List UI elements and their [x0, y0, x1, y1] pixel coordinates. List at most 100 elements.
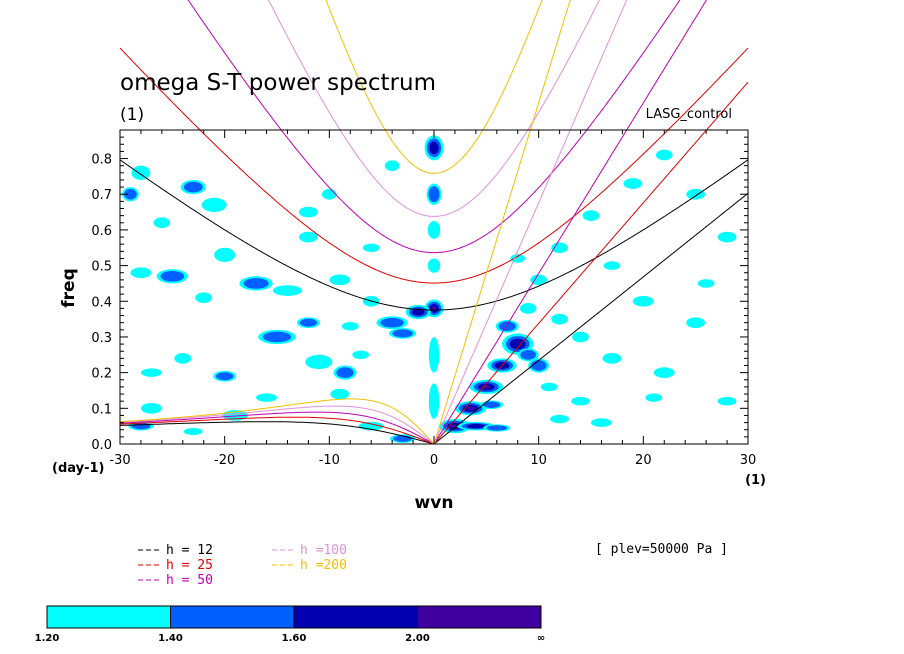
svg-text:h =100: h =100	[300, 543, 347, 558]
contour-blob	[602, 353, 622, 364]
legend-item-h50: h = 50	[138, 573, 213, 588]
contour-blob	[480, 400, 504, 410]
contour-blob	[140, 402, 162, 414]
contour-blob	[213, 370, 237, 382]
contour-blob	[183, 427, 203, 436]
contour-blob	[572, 331, 589, 343]
colorbar-swatch	[46, 605, 171, 629]
contour-blob	[591, 418, 612, 427]
contour-blob	[528, 358, 550, 373]
contour-blob	[239, 276, 273, 291]
contour-blob	[427, 220, 441, 239]
x-tick-label: -10	[319, 453, 340, 468]
colorbar-level-label: 1.60	[282, 633, 307, 644]
colorbar-level-label: 1.20	[35, 633, 60, 644]
y-axis-label: freq	[59, 268, 79, 307]
contour-blob	[388, 328, 417, 339]
contour-blob	[384, 160, 400, 172]
contour-blob	[551, 242, 568, 254]
x-tick-label: -30	[109, 453, 130, 468]
svg-text:h = 25: h = 25	[166, 558, 213, 573]
x-unit-label: (1)	[745, 473, 766, 488]
colorbar-swatch	[170, 605, 295, 629]
contour-blob	[214, 247, 236, 263]
legend-item-h200: h =200	[272, 558, 347, 573]
contour-blob	[582, 210, 600, 221]
contour-blob	[376, 316, 408, 330]
dispersion-curve-h50	[119, 0, 708, 445]
contour-blob	[322, 188, 337, 200]
contour-blob	[495, 319, 519, 333]
contour-blob	[623, 178, 643, 189]
chart-subtitle: (1)	[120, 105, 144, 125]
contour-blob	[655, 149, 673, 161]
contour-blob	[519, 303, 537, 314]
contour-blob	[426, 183, 442, 205]
colorbar-level-label: 1.40	[158, 633, 183, 644]
contour-blob	[686, 317, 706, 329]
svg-text:h =200: h =200	[300, 558, 347, 573]
contour-blob	[156, 269, 189, 284]
y-tick-label: 0.1	[91, 402, 112, 417]
colorbar: 1.20 1.40 1.60 2.00 ∞	[35, 605, 545, 644]
contour-blob	[329, 274, 351, 286]
contour-blob	[551, 313, 568, 325]
x-tick-label: 20	[635, 453, 652, 468]
contour-blob	[645, 393, 663, 402]
y-tick-label: 0.0	[91, 438, 112, 453]
legend-item-h25: h = 25	[138, 558, 213, 573]
contour-blob	[195, 292, 213, 304]
contour-blob	[653, 367, 675, 378]
contour-blob	[256, 393, 277, 402]
colorbar-swatch	[293, 605, 418, 629]
contour-blob	[153, 217, 171, 229]
contour-blob	[517, 348, 539, 362]
y-unit-label: (day-1)	[52, 461, 104, 476]
contour-blob	[405, 304, 431, 320]
y-tick-label: 0.7	[91, 188, 112, 203]
contour-blob	[122, 187, 139, 202]
colorbar-level-label: ∞	[537, 633, 545, 644]
y-tick-label: 0.8	[91, 153, 112, 168]
legend-item-h12: h = 12	[138, 543, 213, 558]
contour-blob	[305, 354, 333, 370]
contour-blob	[201, 197, 227, 213]
contour-blob	[140, 368, 162, 377]
dispersion-curve-h200	[119, 0, 571, 445]
x-axis-label: wvn	[415, 493, 454, 513]
y-tick-label: 0.2	[91, 367, 112, 382]
x-tick-label: 30	[740, 453, 757, 468]
contour-blob	[390, 434, 416, 443]
x-tick-label: 0	[430, 453, 438, 468]
contour-blob	[550, 414, 570, 424]
contour-blob	[272, 285, 303, 296]
contour-blob	[632, 295, 654, 307]
contour-blob	[130, 267, 152, 279]
contour-blob	[131, 165, 151, 180]
contour-blob	[469, 379, 504, 395]
contour-blob	[352, 350, 370, 360]
contour-blob	[483, 424, 511, 432]
chart-title: omega S-T power spectrum	[120, 70, 436, 96]
dispersion-curve-h100	[119, 0, 628, 445]
dispersion-curves	[119, 0, 749, 445]
contour-blob	[424, 135, 444, 161]
contour-blob	[427, 258, 441, 273]
case-label: LASG_control	[646, 107, 732, 122]
y-tick-label: 0.4	[91, 295, 112, 310]
y-tick-label: 0.3	[91, 331, 112, 346]
contour-blob	[180, 179, 206, 195]
contour-blob	[174, 353, 192, 364]
contour-blob	[333, 365, 357, 380]
contour-blob	[362, 243, 380, 253]
y-tick-label: 0.6	[91, 224, 112, 239]
legend-item-h100: h =100	[272, 543, 347, 558]
contour-blob	[717, 231, 737, 243]
contour-blob	[540, 382, 558, 392]
contour-blob	[330, 388, 350, 400]
contour-blob	[530, 274, 548, 286]
dispersion-curve-h12	[119, 159, 749, 445]
contour-blob	[296, 317, 320, 329]
contour-blob	[298, 206, 318, 218]
